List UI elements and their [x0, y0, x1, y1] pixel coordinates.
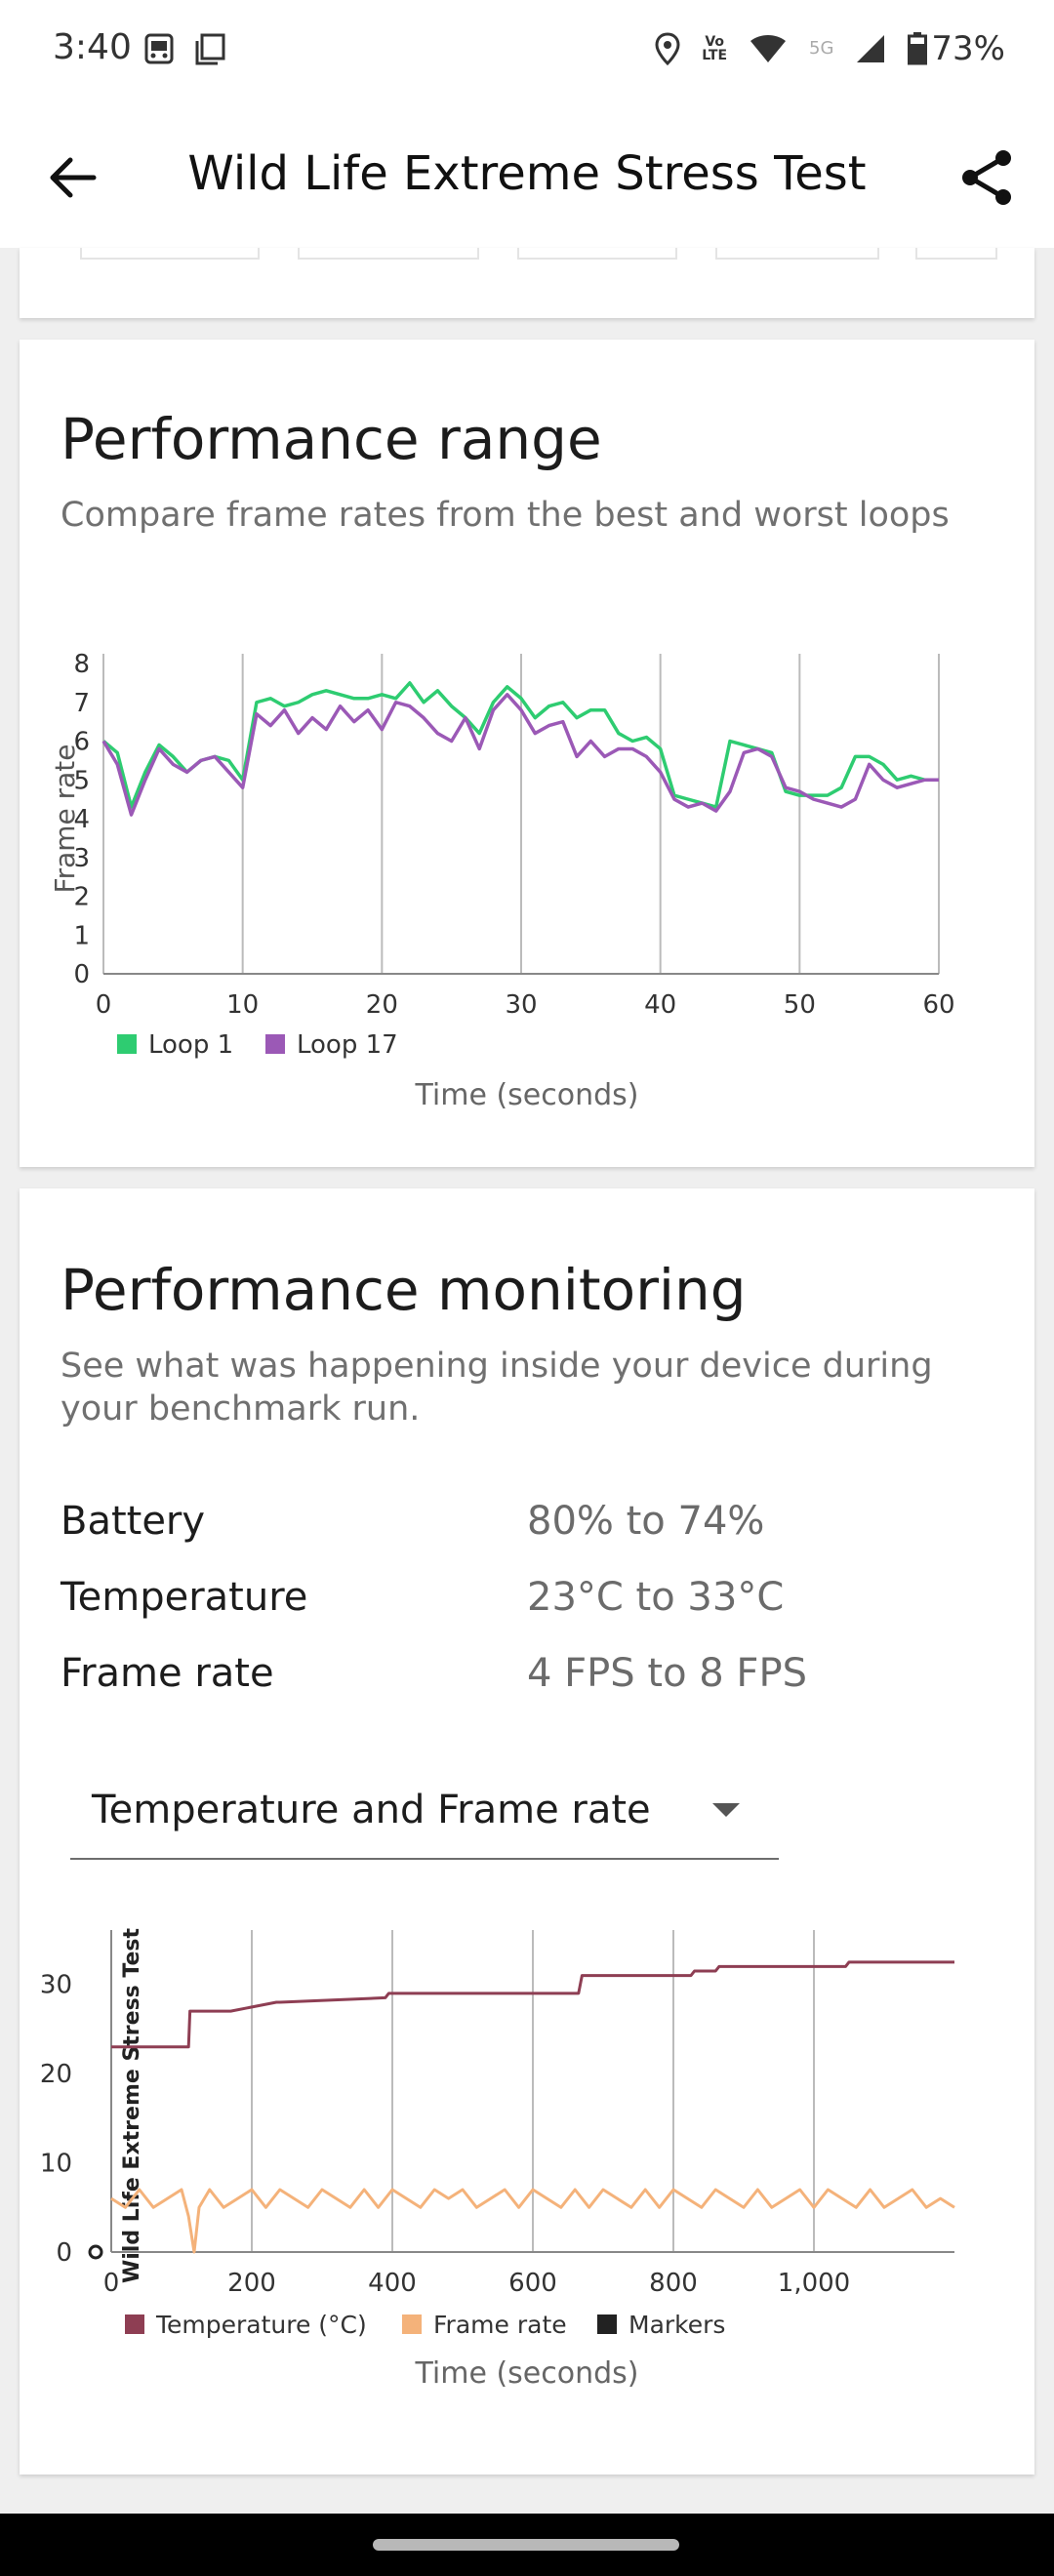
y-tick-label: 30: [40, 1971, 72, 2000]
dropdown-selected-value: Temperature and Frame rate: [92, 1788, 651, 1832]
stat-value-battery: 80% to 74%: [527, 1499, 765, 1544]
score-chip[interactable]: [915, 248, 997, 260]
y-tick-label: 4: [73, 805, 90, 834]
y-tick-label: 6: [73, 728, 90, 757]
x-tick-label: 800: [649, 2269, 698, 2298]
legend-swatch: [117, 1034, 137, 1054]
y-tick-label: 3: [73, 844, 90, 873]
stat-value-temperature: 23°C to 33°C: [527, 1575, 785, 1620]
legend-label: Temperature (°C): [155, 2311, 367, 2339]
y-tick-label: 20: [40, 2060, 72, 2089]
legend-swatch: [597, 2314, 617, 2334]
performance-range-card: Performance range Compare frame rates fr…: [20, 340, 1034, 1167]
x-tick-label: 40: [644, 990, 676, 1020]
copy-icon: [195, 33, 225, 65]
share-icon[interactable]: [956, 146, 1019, 209]
metric-dropdown[interactable]: Temperature and Frame rate: [70, 1764, 779, 1860]
signal-icon: [857, 35, 885, 62]
y-tick-label: 7: [73, 689, 90, 718]
performance-monitoring-card: Performance monitoring See what was happ…: [20, 1188, 1034, 2475]
app-bar: Wild Life Extreme Stress Test: [0, 107, 1054, 248]
legend-swatch: [402, 2314, 422, 2334]
back-arrow-icon[interactable]: [43, 148, 101, 207]
x-axis-label: Time (seconds): [415, 1078, 639, 1112]
x-tick-label: 0: [103, 2269, 120, 2298]
stat-label-temperature: Temperature: [61, 1575, 308, 1620]
y-axis-label: Wild Life Extreme Stress Test: [120, 1927, 144, 2283]
stat-label-battery: Battery: [61, 1499, 206, 1544]
y-tick-label: 10: [40, 2150, 72, 2179]
x-tick-label: 30: [505, 990, 537, 1020]
status-time: 3:40: [53, 27, 132, 67]
legend-label: Frame rate: [433, 2311, 567, 2339]
x-tick-label: 200: [227, 2269, 276, 2298]
performance-monitoring-subtitle: See what was happening inside your devic…: [61, 1347, 933, 1429]
legend-swatch: [125, 2314, 144, 2334]
y-tick-label: 1: [73, 921, 90, 950]
score-chip[interactable]: [80, 248, 260, 260]
series-line-temperature: [111, 1960, 954, 2049]
volte-icon: Vo LTE: [702, 34, 728, 63]
score-chip[interactable]: [715, 248, 879, 260]
temperature-framerate-chart: 0 200 400 600 800 1,000 0 10 20 30 Wild Life Extre…: [40, 1927, 955, 2391]
y-axis-label: Frame rate: [49, 744, 81, 893]
x-tick-label: 1,000: [778, 2269, 850, 2298]
x-tick-label: 10: [226, 990, 259, 1020]
home-gesture-handle[interactable]: [373, 2539, 679, 2551]
y-tick-label: 2: [73, 883, 90, 912]
stat-label-frame-rate: Frame rate: [61, 1651, 274, 1696]
legend-swatch: [265, 1034, 285, 1054]
legend-label: Loop 1: [148, 1030, 233, 1060]
score-chip[interactable]: [298, 248, 479, 260]
system-nav-bar: [0, 2514, 1054, 2576]
location-icon: [655, 32, 680, 65]
series-line-loop-17: [101, 693, 939, 817]
x-tick-label: 400: [368, 2269, 417, 2298]
y-tick-label: 0: [56, 2238, 72, 2268]
stat-value-frame-rate: 4 FPS to 8 FPS: [527, 1651, 807, 1696]
battery-percent: 73%: [931, 29, 1005, 68]
score-chip[interactable]: [517, 248, 677, 260]
series-line-frame-rate: [110, 2188, 955, 2254]
performance-monitoring-title: Performance monitoring: [61, 1257, 747, 1323]
dropdown-caret-icon: [712, 1803, 740, 1817]
score-tabs-card: [20, 248, 1034, 318]
frame-rate-chart: 0 10 20 30 40 50 60 0 1 2 3 4 5 6 7 8 Frame rate Loop 1 Lo…: [49, 650, 955, 1112]
network-type-label: 5G: [809, 38, 834, 59]
wifi-icon: [750, 35, 787, 62]
x-axis-label: Time (seconds): [415, 2356, 639, 2391]
x-tick-label: 600: [508, 2269, 557, 2298]
status-bar: 3:40 Vo LTE 5G 73%: [0, 0, 1054, 107]
y-tick-label: 8: [73, 650, 90, 679]
sim-card-icon: [144, 33, 174, 64]
x-tick-label: 50: [784, 990, 816, 1020]
battery-icon: [908, 32, 928, 65]
legend-label: Loop 17: [297, 1030, 398, 1060]
performance-range-subtitle: Compare frame rates from the best and wo…: [61, 496, 950, 535]
y-tick-label: 5: [73, 766, 90, 795]
y-tick-label: 0: [73, 960, 90, 989]
x-tick-label: 20: [366, 990, 398, 1020]
performance-range-title: Performance range: [61, 406, 602, 472]
marker-point: [88, 2244, 103, 2260]
page-title: Wild Life Extreme Stress Test: [187, 146, 867, 201]
x-tick-label: 60: [922, 990, 954, 1020]
x-tick-label: 0: [96, 990, 112, 1020]
legend-label: Markers: [628, 2311, 725, 2339]
